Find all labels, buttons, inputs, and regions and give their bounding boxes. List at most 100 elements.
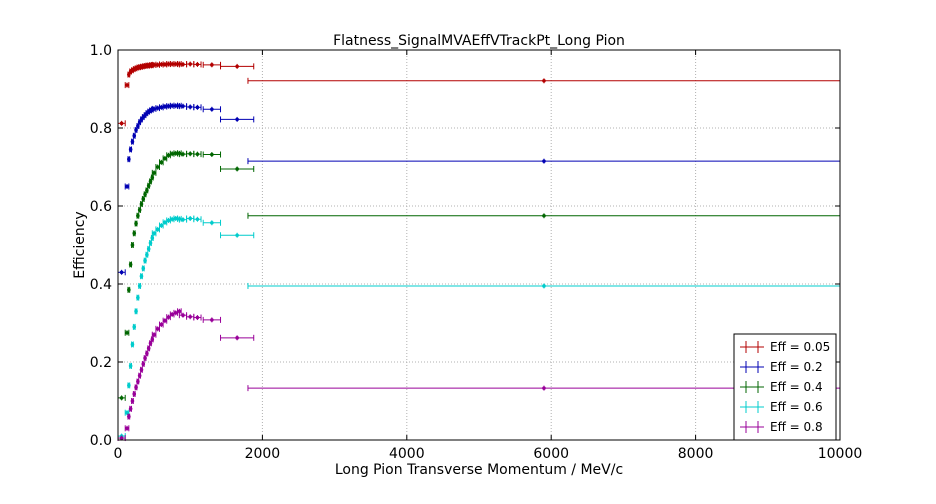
marker: [210, 107, 214, 112]
marker: [166, 62, 171, 66]
marker: [195, 152, 200, 156]
marker: [542, 386, 546, 390]
data-point: [220, 116, 255, 123]
marker: [152, 171, 156, 175]
marker: [542, 213, 546, 218]
x-tick-label: 0: [114, 446, 123, 462]
data-point: [145, 251, 149, 258]
marker: [145, 252, 149, 257]
marker: [163, 318, 167, 323]
data-point: [247, 77, 841, 84]
data-point: [134, 220, 138, 227]
marker: [119, 270, 124, 275]
marker: [137, 208, 142, 212]
marker: [127, 414, 131, 419]
data-point: [150, 174, 155, 181]
marker: [127, 288, 131, 292]
marker: [125, 426, 129, 431]
marker: [181, 152, 185, 156]
marker: [188, 216, 192, 221]
marker: [152, 107, 156, 111]
marker: [128, 262, 133, 267]
data-point: [132, 230, 137, 237]
marker: [148, 241, 153, 245]
marker: [166, 315, 171, 319]
y-axis-label: Efficiency: [72, 211, 88, 278]
marker: [177, 309, 182, 314]
marker: [173, 151, 178, 156]
data-point: [220, 63, 255, 70]
legend-label: Eff = 0.2: [770, 360, 823, 374]
marker: [128, 147, 133, 152]
data-point: [150, 234, 155, 241]
data-point: [155, 164, 161, 170]
y-tick-label: 0.6: [90, 199, 112, 215]
data-point: [169, 216, 175, 223]
marker: [235, 167, 239, 171]
legend-item: Eff = 0.2: [740, 360, 823, 374]
x-tick-label: 8000: [678, 446, 714, 462]
x-tick-label: 10000: [818, 446, 863, 462]
marker: [188, 105, 192, 109]
marker: [159, 160, 164, 165]
data-point: [141, 265, 146, 272]
data-point: [193, 104, 202, 111]
marker: [210, 63, 214, 67]
marker: [143, 258, 147, 263]
marker: [139, 368, 144, 372]
y-tick-label: 0.8: [90, 121, 112, 137]
marker: [152, 332, 156, 337]
marker: [146, 183, 151, 188]
data-point: [134, 308, 138, 315]
marker: [132, 134, 137, 138]
data-point: [193, 216, 202, 223]
data-point: [220, 232, 255, 239]
x-tick-label: 2000: [245, 446, 281, 462]
legend: Eff = 0.05 Eff = 0.2 Eff = 0.4 Eff = 0.6 Eff…: [733, 333, 837, 441]
marker: [125, 184, 129, 189]
data-point: [146, 245, 151, 252]
data-point: [124, 82, 130, 89]
data-point: [127, 413, 131, 420]
marker: [542, 284, 546, 288]
data-point: [159, 222, 164, 229]
data-point: [128, 146, 133, 153]
marker: [181, 313, 185, 318]
data-point: [130, 341, 135, 348]
marker: [132, 231, 137, 236]
data-point: [220, 165, 255, 172]
marker: [141, 362, 146, 366]
data-point: [202, 316, 222, 323]
data-point: [143, 355, 147, 362]
data-point: [128, 362, 133, 369]
data-point: [128, 405, 133, 412]
data-point: [136, 212, 140, 219]
marker: [136, 213, 140, 218]
y-tick-label: 0.4: [90, 277, 112, 293]
data-point: [124, 183, 130, 190]
ticks: 0 2000 4000 6000 8000 10000 0.0 0.2 0.4 0.6 0.8 1.0: [90, 43, 863, 462]
series-4: [117, 215, 841, 440]
marker: [173, 103, 178, 108]
data-point: [137, 206, 142, 213]
data-point: [193, 151, 202, 158]
data-point: [155, 325, 161, 332]
marker: [542, 159, 546, 163]
y-tick-label: 1.0: [90, 43, 112, 59]
data-point: [124, 425, 130, 432]
data-point: [150, 336, 155, 343]
marker: [170, 217, 174, 222]
y-tick-label: 0.2: [90, 355, 112, 371]
data-point: [151, 331, 157, 338]
chart-title: Flatness_SignalMVAEffVTrackPt_Long Pion: [333, 33, 625, 49]
marker: [188, 151, 192, 156]
marker: [173, 62, 178, 66]
marker: [163, 220, 167, 225]
marker: [141, 197, 146, 201]
marker: [146, 247, 151, 251]
marker: [128, 407, 133, 411]
marker: [166, 218, 171, 223]
legend-label: Eff = 0.6: [770, 400, 823, 414]
marker: [134, 309, 138, 314]
marker: [163, 104, 167, 109]
